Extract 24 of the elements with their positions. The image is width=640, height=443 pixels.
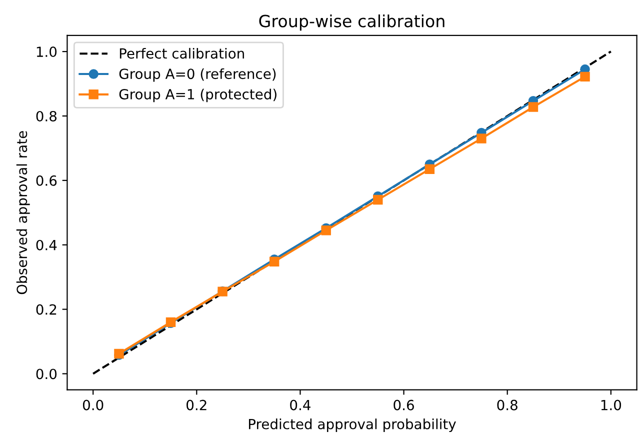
x-tick-label: 0.2 (186, 400, 206, 410)
point (424, 164, 435, 174)
x-tick-label: 0.8 (497, 400, 518, 410)
point (476, 134, 486, 144)
x-tick-label: 0.0 (82, 400, 104, 410)
y-tick-label: 0.8 (36, 110, 57, 122)
chart-title: Group-wise calibration (259, 14, 444, 31)
legend-label: Perfect calibration (120, 48, 244, 59)
point (321, 226, 331, 236)
y-tick-label: 1.0 (36, 46, 57, 58)
y-axis-title: Observed approval rate (16, 131, 30, 294)
x-axis-title: Predicted approval probability (248, 418, 456, 432)
y-tick-label: 0.0 (36, 368, 57, 380)
y-tick-label: 0.6 (36, 175, 57, 186)
x-tick-label: 0.4 (290, 400, 310, 410)
legend-label: Group A=0 (reference) (119, 68, 276, 82)
point (373, 194, 383, 205)
x-tick-label: 1.0 (601, 400, 622, 410)
y-tick-label: 0.4 (36, 240, 57, 250)
y-tick-label: 0.2 (36, 304, 56, 315)
point (528, 102, 538, 112)
point (580, 72, 590, 82)
x-tick-label: 0.6 (394, 400, 414, 410)
legend-label: Group A=1 (protected) (119, 88, 276, 102)
